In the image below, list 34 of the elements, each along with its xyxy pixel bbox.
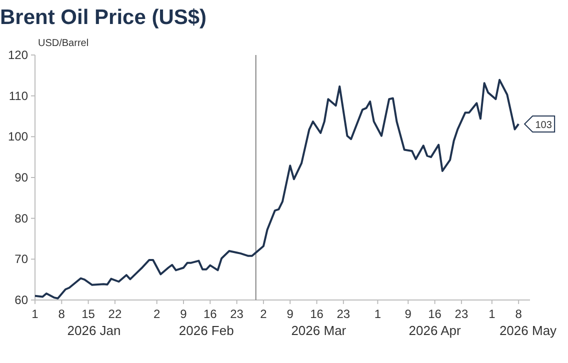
y-tick-label: 110 [8, 88, 28, 103]
chart-title: Brent Oil Price (US$) [0, 6, 207, 29]
y-tick-label: 100 [8, 130, 28, 144]
y-tick-label: 120 [8, 48, 28, 62]
text: 2026 May [499, 323, 558, 338]
x-tick-label: 1 [374, 307, 382, 321]
text: 2026 Feb [178, 323, 234, 338]
x-tick-label: 9 [180, 307, 188, 321]
y-tick-label: 90 [14, 170, 28, 184]
line-series [34, 78, 520, 300]
x-tick-label: 8 [515, 307, 522, 321]
x-tick-label: 2 [260, 307, 268, 321]
annotation: 103 [535, 120, 552, 132]
x-tick-label: 16 [203, 307, 218, 321]
y-tick-label: 70 [14, 252, 28, 266]
x-tick-label: 23 [336, 307, 350, 321]
x-tick-label: 15 [82, 307, 96, 321]
x-tick-label: 23 [230, 307, 244, 321]
y-axis-title: USD/Barrel [38, 38, 89, 49]
text: 2026 Jan [67, 323, 121, 338]
x-tick-label: 1 [32, 307, 39, 321]
x-tick-label: 22 [108, 307, 122, 321]
x-tick-label: 9 [286, 307, 294, 321]
x-tick-label: 16 [428, 307, 442, 321]
text: 2026 Apr [408, 323, 462, 338]
y-tick-label: 60 [14, 293, 28, 307]
x-tick-label: 16 [310, 307, 324, 321]
text: 2026 Mar [291, 323, 347, 338]
x-tick-label: 2 [154, 307, 160, 321]
y-tick-label: 80 [14, 211, 28, 226]
x-tick-label: 1 [488, 307, 496, 321]
x-tick-label: 9 [404, 307, 412, 321]
x-tick-label: 8 [58, 307, 66, 321]
x-tick-label: 23 [454, 307, 468, 321]
